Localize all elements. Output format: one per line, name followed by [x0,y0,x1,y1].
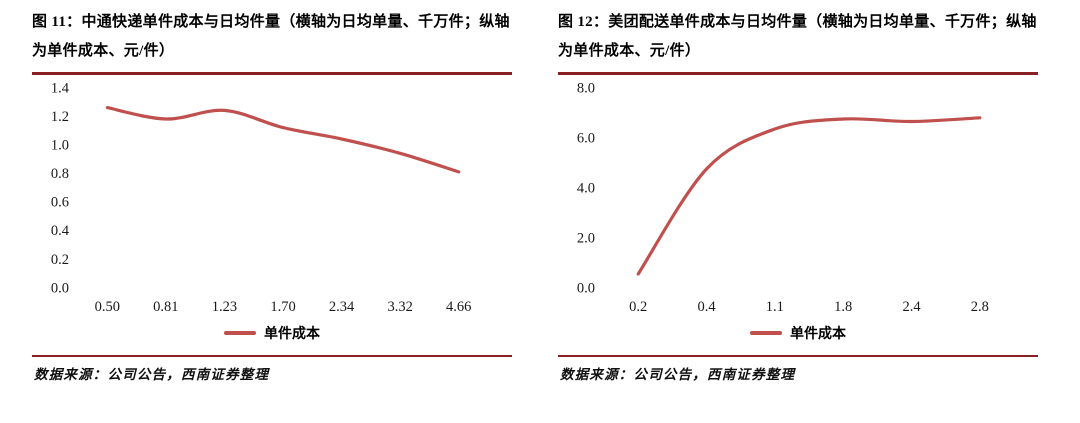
figure-11-label: 图 11： [32,14,82,30]
y-axis-labels: 0.0 0.2 0.4 0.6 0.8 1.0 1.2 1.4 [51,80,70,296]
figure-11-source: 数据来源：公司公告，西南证券整理 [34,366,270,382]
x-tick-label: 1.1 [766,299,784,315]
x-tick-label: 0.81 [153,299,178,315]
legend-label: 单件成本 [790,326,846,342]
y-tick-label: 1.0 [51,137,69,153]
x-tick-label: 1.70 [270,299,295,315]
unit-cost-line [105,105,461,173]
x-tick-label: 4.66 [446,299,471,315]
figure-12-source: 数据来源：公司公告，西南证券整理 [560,366,796,382]
legend-line-marker [750,330,782,335]
y-tick-label: 1.2 [51,108,69,124]
x-axis-labels: 0.50 0.81 1.23 1.70 2.34 3.32 4.66 [95,299,472,315]
report-figures-row: 图 11：中通快递单件成本与日均件量（横轴为日均单量、千万件；纵轴为单件成本、元… [32,8,1038,383]
x-tick-label: 2.8 [971,299,989,315]
figure-12-line-chart: 0.0 2.0 4.0 6.0 8.0 0.2 0.4 1.1 1.8 2.4 2.8 [577,80,989,315]
x-tick-label: 0.4 [697,299,716,315]
footer-divider-rule [558,354,1038,357]
x-tick-label: 0.2 [629,299,647,315]
x-tick-label: 3.32 [387,299,412,315]
figure-11-line-chart: 0.0 0.2 0.4 0.6 0.8 1.0 1.2 1.4 0.50 0.81 1.23 1.70… [51,80,472,315]
y-tick-label: 6.0 [577,130,595,146]
figure-11-legend: 单件成本 [32,323,512,343]
y-tick-label: 2.0 [577,230,595,246]
y-tick-label: 4.0 [577,180,595,196]
figure-12-title-text: 美团配送单件成本与日均件量（横轴为日均单量、千万件；纵轴为单件成本、元/件） [558,14,1037,60]
title-divider-rule [32,71,512,75]
x-axis-labels: 0.2 0.4 1.1 1.8 2.4 2.8 [629,299,989,315]
y-tick-label: 0.2 [51,251,69,267]
figure-11-title-text: 中通快递单件成本与日均件量（横轴为日均单量、千万件；纵轴为单件成本、元/件） [32,14,510,60]
unit-cost-line [636,115,982,276]
y-tick-label: 0.8 [51,166,69,182]
y-tick-label: 0.0 [577,280,595,296]
y-tick-label: 8.0 [577,80,595,96]
figure-12-title: 图 12：美团配送单件成本与日均件量（横轴为日均单量、千万件；纵轴为单件成本、元… [558,8,1038,67]
figure-11-panel: 图 11：中通快递单件成本与日均件量（横轴为日均单量、千万件；纵轴为单件成本、元… [32,8,512,383]
y-tick-label: 0.6 [51,194,69,210]
figure-12-legend: 单件成本 [558,323,1038,343]
x-tick-label: 2.4 [902,299,921,315]
figure-12-panel: 图 12：美团配送单件成本与日均件量（横轴为日均单量、千万件；纵轴为单件成本、元… [558,8,1038,383]
figure-12-label: 图 12： [558,14,609,30]
legend-line-marker [224,330,256,335]
x-tick-label: 0.50 [95,299,120,315]
x-tick-label: 2.34 [329,299,355,315]
title-divider-rule [558,71,1038,75]
y-tick-label: 1.4 [51,80,70,96]
y-tick-label: 0.4 [51,223,70,239]
footer-divider-rule [32,354,512,357]
figure-11-title: 图 11：中通快递单件成本与日均件量（横轴为日均单量、千万件；纵轴为单件成本、元… [32,8,512,67]
x-tick-label: 1.23 [212,299,237,315]
x-tick-label: 1.8 [834,299,852,315]
legend-label: 单件成本 [264,326,320,342]
y-axis-labels: 0.0 2.0 4.0 6.0 8.0 [577,80,595,296]
y-tick-label: 0.0 [51,280,69,296]
